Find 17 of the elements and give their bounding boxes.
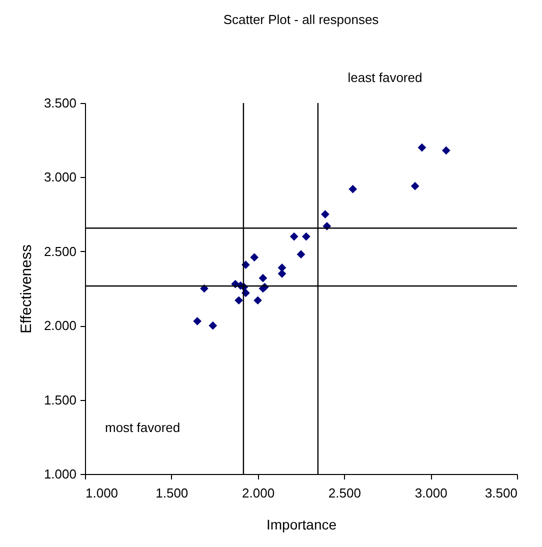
annotation: most favored xyxy=(105,420,180,435)
x-tick-label: 2.000 xyxy=(242,486,275,500)
y-tick-label: 3.000 xyxy=(44,170,76,185)
y-tick-label: 1.500 xyxy=(44,392,76,408)
x-tick-label: 3.000 xyxy=(414,486,448,500)
chart-title: Scatter Plot - all responses xyxy=(223,12,380,27)
y-tick-label: 2.500 xyxy=(44,244,76,259)
x-tick-label: 2.500 xyxy=(328,486,361,500)
y-tick-label: 3.500 xyxy=(44,96,76,110)
y-axis-title: Effectiveness xyxy=(18,244,35,334)
text: least favored xyxy=(348,70,422,85)
x-tick-label: 3.500 xyxy=(484,486,518,500)
y-tick-label: 1.000 xyxy=(44,466,76,482)
x-axis-title: Importance xyxy=(266,516,337,532)
y-tick-label: 2.000 xyxy=(44,318,76,334)
x-tick-label: 1.500 xyxy=(156,486,188,500)
x-tick-label: 1.000 xyxy=(86,486,118,500)
